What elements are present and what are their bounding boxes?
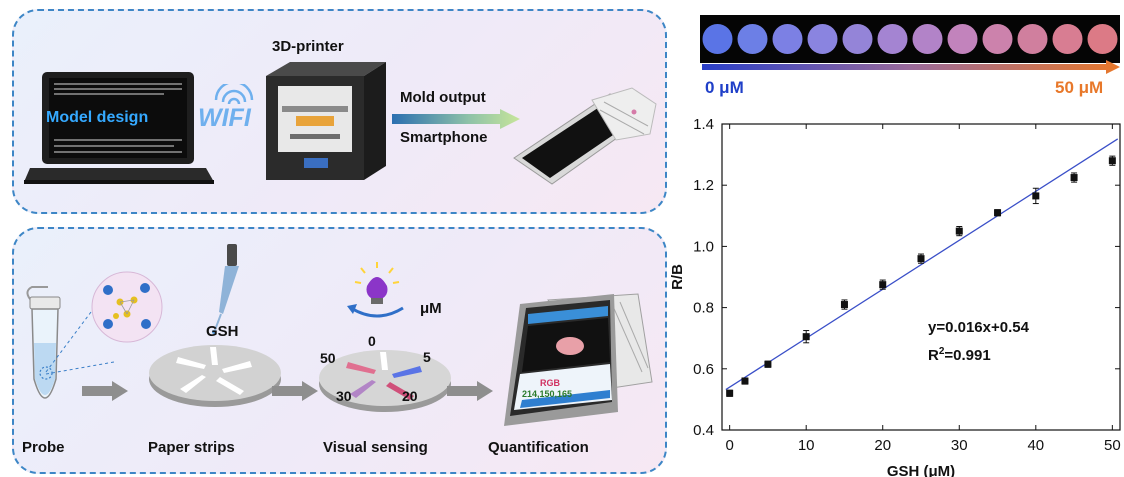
fit-equation: y=0.016x+0.54	[928, 319, 1030, 336]
data-point	[726, 389, 734, 397]
plot-frame	[721, 123, 1121, 431]
data-point	[802, 333, 810, 341]
color-spot-4	[842, 24, 873, 54]
color-spot-7	[947, 24, 978, 54]
y-tick-label: 1.0	[693, 238, 714, 255]
3d-printer-illustration	[266, 62, 386, 180]
data-point	[955, 227, 963, 235]
disk-number-30: 30	[336, 388, 352, 404]
x-tick-label: 40	[1027, 437, 1044, 454]
data-point	[741, 377, 749, 385]
step-arrow-1	[82, 381, 128, 401]
visual-sensing-disk	[319, 350, 451, 412]
step-label-paper-strips: Paper strips	[148, 439, 235, 456]
output-arrow	[392, 109, 520, 129]
phone-rgb-label: RGB	[540, 378, 560, 388]
y-tick-label: 0.8	[693, 300, 714, 317]
paper-strip-disk	[149, 345, 281, 407]
color-spot-strip	[700, 15, 1120, 63]
color-spot-2	[772, 24, 803, 54]
uv-lamp-icon	[347, 262, 404, 318]
disk-number-20: 20	[402, 388, 418, 404]
scale-right-label: 50 μM	[1055, 78, 1104, 97]
phone-rgb-values: 214,150,165	[522, 389, 573, 399]
y-axis-label: R/B	[669, 264, 686, 290]
probe-tube-illustration	[26, 286, 61, 399]
x-tick-label: 30	[951, 437, 968, 454]
fit-line	[725, 138, 1119, 391]
calibration-chart: y=0.016x+0.54 R2=0.991 0.4 0.6 0.8 1.0 1.2 1.…	[669, 116, 1121, 477]
x-tick-label: 50	[1104, 437, 1121, 454]
zoom-lines	[45, 299, 115, 375]
disk-number-0: 0	[368, 333, 376, 349]
laptop-screen-text: Model design	[46, 109, 149, 126]
x-tick-label: 20	[874, 437, 891, 454]
disk-number-5: 5	[423, 349, 431, 365]
y-tick-label: 0.6	[693, 361, 714, 378]
y-tick-label: 1.4	[693, 116, 714, 133]
concentration-gradient-arrow	[702, 60, 1120, 74]
scale-left-label: 0 μM	[705, 78, 744, 97]
step-arrow-3	[447, 381, 493, 401]
x-axis-label: GSH (μM)	[887, 463, 955, 477]
data-point	[1108, 157, 1116, 165]
smartphone-mold-illustration	[513, 87, 657, 185]
wifi-text: WIFI	[198, 104, 251, 132]
y-tick-label: 0.4	[693, 422, 714, 439]
arrow-top-label: Mold output	[400, 89, 486, 106]
step-arrow-2	[272, 381, 318, 401]
quantification-phone	[504, 293, 653, 426]
step-label-visual-sensing: Visual sensing	[323, 439, 428, 456]
printer-label: 3D-printer	[272, 38, 344, 55]
color-spot-8	[982, 24, 1013, 54]
step-label-quantification: Quantification	[488, 439, 589, 456]
pipette-icon	[212, 244, 239, 334]
color-spot-3	[807, 24, 838, 54]
color-spot-11	[1087, 24, 1118, 54]
data-point	[917, 255, 925, 263]
x-tick-label: 0	[725, 437, 733, 454]
data-point	[879, 281, 887, 289]
sensing-panel	[12, 227, 667, 474]
wifi-icon	[214, 84, 254, 105]
probe-nanoparticle-zoom	[91, 271, 163, 343]
data-point	[840, 301, 848, 309]
arrow-bottom-label: Smartphone	[400, 129, 488, 146]
color-spot-9	[1017, 24, 1048, 54]
laptop-illustration	[24, 72, 214, 184]
gsh-label: GSH	[206, 323, 239, 340]
color-spot-5	[877, 24, 908, 54]
data-point	[994, 209, 1002, 217]
y-tick-label: 1.2	[693, 177, 714, 194]
disk-number-50: 50	[320, 350, 336, 366]
unit-label: μM	[420, 300, 442, 317]
r-squared-text: R2=0.991	[928, 346, 991, 364]
step-label-probe: Probe	[22, 439, 65, 456]
x-tick-label: 10	[798, 437, 815, 454]
color-spot-10	[1052, 24, 1083, 54]
data-point	[1032, 192, 1040, 200]
data-point	[764, 360, 772, 368]
data-point	[1070, 174, 1078, 182]
color-spot-6	[912, 24, 943, 54]
color-spot-1	[737, 24, 768, 54]
color-spot-0	[702, 24, 733, 54]
